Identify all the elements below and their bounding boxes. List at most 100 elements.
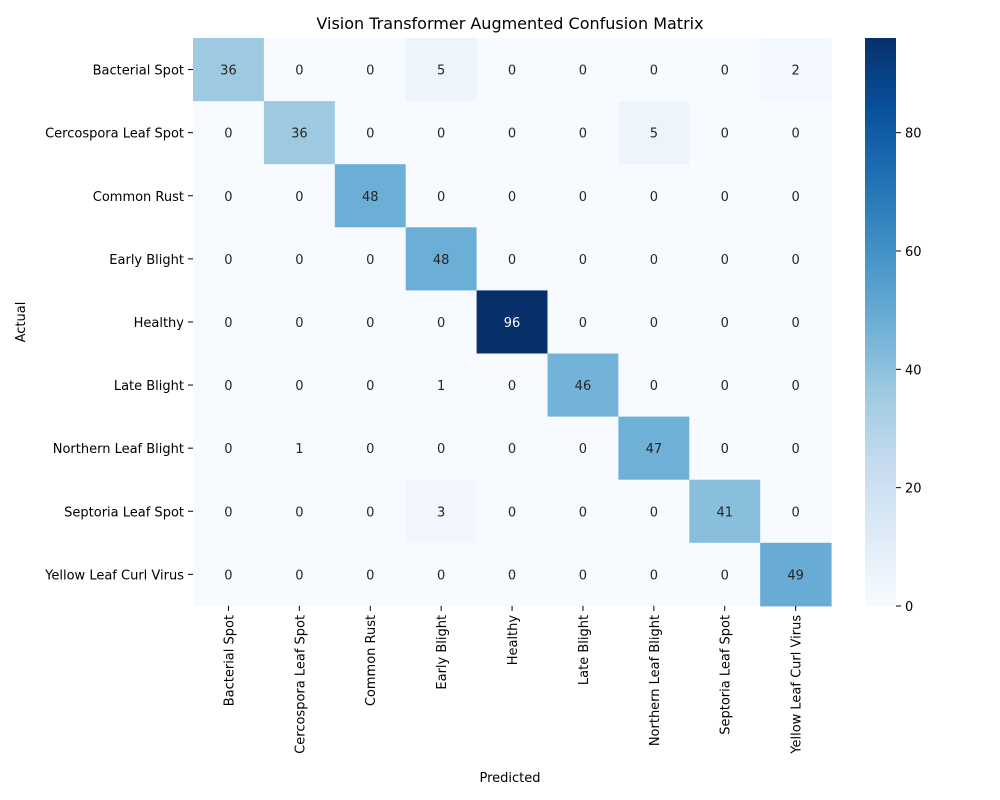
heatmap-cell [547,227,619,291]
cell-value-label: 0 [650,253,658,268]
cell-value-label: 0 [721,379,729,394]
y-axis-label: Actual [14,302,29,343]
heatmap-cell [193,479,265,544]
heatmap-cell [689,290,761,354]
cell-value-label: 0 [295,190,303,205]
cell-value-label: 0 [437,190,445,205]
heatmap-cell [476,479,548,544]
cell-value-label: 0 [650,190,658,205]
cell-value-label: 0 [650,64,658,79]
x-tick-label: Early Blight [435,615,450,690]
heatmap-cell [193,101,265,165]
heatmap-cell [547,479,619,544]
cell-value-label: 0 [508,379,516,394]
heatmap-cell [760,38,832,102]
heatmap-cell [547,542,619,607]
heatmap-cell [405,353,478,418]
heatmap-cell [689,38,761,102]
heatmap-cell [476,416,548,481]
heatmap-cell [405,227,478,291]
heatmap-cell [547,353,619,418]
heatmap-cells [193,38,832,607]
heatmap-cell [476,542,548,607]
cell-value-label: 47 [646,442,663,457]
heatmap-cell [405,479,478,544]
cell-value-label: 48 [362,190,379,205]
cell-value-label: 0 [295,379,303,394]
cell-value-label: 0 [366,568,374,583]
cell-value-label: 0 [508,190,516,205]
cell-value-label: 0 [366,64,374,79]
heatmap-cell [689,164,761,228]
cell-value-label: 0 [224,316,232,331]
heatmap-cell [193,353,265,418]
heatmap-cell [476,38,548,102]
cell-value-label: 0 [792,316,800,331]
heatmap-cell [760,542,832,607]
cell-value-label: 0 [721,442,729,457]
cell-value-label: 5 [650,127,658,142]
heatmap-cell [263,164,336,228]
cell-value-label: 0 [437,316,445,331]
heatmap-cell [476,164,548,228]
heatmap-cell [476,353,548,418]
x-tick-label: Bacterial Spot [222,615,237,706]
heatmap-cell [689,416,761,481]
heatmap-cell [547,416,619,481]
heatmap-cell [618,227,690,291]
chart-title: Vision Transformer Augmented Confusion M… [316,14,703,33]
heatmap-cell [193,164,265,228]
heatmap-cell [618,38,690,102]
cell-value-label: 0 [366,379,374,394]
x-tick-label: Septoria Leaf Spot [719,615,734,735]
cell-value-label: 49 [787,568,804,583]
x-tick-label: Late Blight [577,615,592,685]
cell-value-label: 0 [650,568,658,583]
cell-value-label: 0 [295,568,303,583]
heatmap-cell [263,353,336,418]
heatmap-cell [760,290,832,354]
heatmap-cell [263,227,336,291]
cell-value-label: 0 [366,316,374,331]
cell-value-label: 41 [716,505,733,520]
y-tick-label: Northern Leaf Blight [53,442,184,457]
cell-value-label: 0 [508,442,516,457]
heatmap-cell [193,542,265,607]
cell-value-label: 0 [437,568,445,583]
x-tick-label: Northern Leaf Blight [648,615,663,746]
heatmap-cell [618,164,690,228]
cell-value-label: 1 [295,442,303,457]
y-tick-label: Bacterial Spot [93,64,184,79]
cell-value-label: 1 [437,379,445,394]
cell-value-label: 0 [579,442,587,457]
heatmap-cell [263,290,336,354]
heatmap-cell [263,101,336,165]
cell-value-label: 0 [508,127,516,142]
heatmap-cell [334,353,407,418]
y-tick-label: Cercospora Leaf Spot [45,127,184,142]
heatmap-cell [334,542,407,607]
cell-value-label: 0 [437,442,445,457]
heatmap-cell [760,101,832,165]
heatmap-cell [334,164,407,228]
heatmap-cell [547,38,619,102]
cell-value-label: 0 [792,379,800,394]
heatmap-cell [760,479,832,544]
cell-value-label: 0 [579,64,587,79]
x-axis-label: Predicted [479,771,540,786]
cell-value-label: 0 [224,253,232,268]
cell-value-label: 0 [792,505,800,520]
heatmap-cell [689,227,761,291]
heatmap-cell [760,227,832,291]
cell-value-label: 0 [295,253,303,268]
cell-value-label: 0 [295,64,303,79]
cell-value-label: 0 [579,316,587,331]
heatmap-cell [618,101,690,165]
heatmap-cell [618,479,690,544]
cell-value-label: 0 [366,127,374,142]
cell-value-label: 0 [295,316,303,331]
cell-value-label: 0 [579,190,587,205]
cell-value-label: 2 [792,64,800,79]
y-tick-label: Septoria Leaf Spot [64,505,184,520]
cell-value-label: 0 [224,379,232,394]
